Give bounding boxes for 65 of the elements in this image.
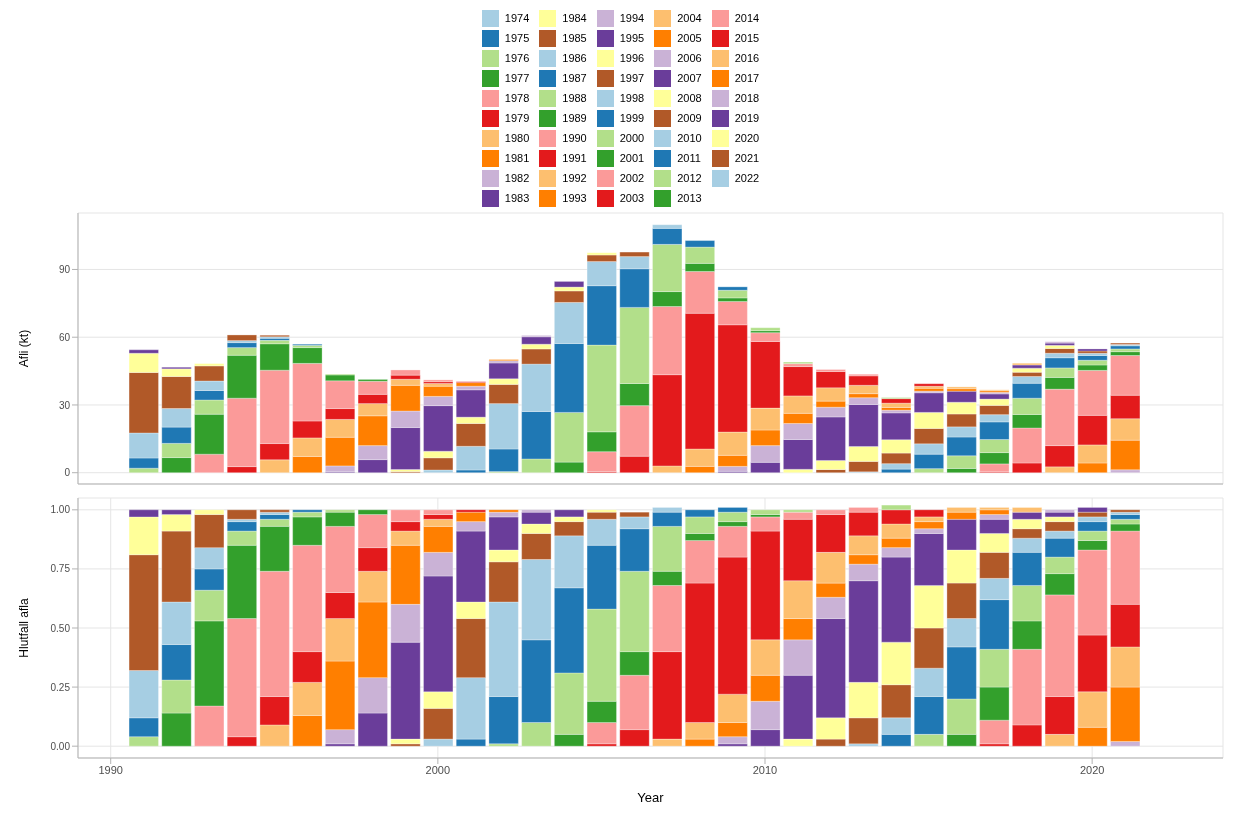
y-axis-title: Afli (kt) [17, 329, 32, 368]
legend-label: 2021 [734, 152, 760, 164]
legend-label: 2014 [734, 12, 760, 24]
legend-label: 1993 [562, 192, 587, 204]
legend-label: 1979 [504, 112, 530, 124]
y-tick-label: 0.25 [50, 681, 71, 693]
legend-label: 2018 [734, 92, 760, 104]
legend-label: 1980 [504, 132, 530, 144]
legend-label: 1981 [504, 152, 530, 164]
legend-label: 1978 [504, 92, 530, 104]
legend-label: 1987 [562, 72, 587, 84]
legend-label: 1997 [619, 72, 645, 84]
legend-label: 2008 [677, 92, 702, 104]
legend-label: 1998 [619, 92, 645, 104]
legend-label: 1991 [562, 152, 587, 164]
legend-label: 1974 [504, 12, 530, 24]
legend-label: 2019 [734, 112, 760, 124]
legend-label: 1994 [619, 12, 645, 24]
legend-label: 2003 [619, 192, 645, 204]
legend-label: 1975 [504, 32, 530, 44]
y-tick-label: 0.50 [50, 622, 71, 634]
legend-label: 2020 [734, 132, 760, 144]
y-tick-label: 1.00 [50, 504, 71, 516]
y-axis-title: Hlutfall afla [17, 598, 32, 658]
legend-label: 1989 [562, 112, 587, 124]
legend-label: 2007 [677, 72, 702, 84]
legend-label: 2013 [677, 192, 702, 204]
x-tick-label: 2010 [752, 763, 778, 776]
legend-label: 1984 [562, 12, 587, 24]
legend-label: 2015 [734, 32, 760, 44]
legend-label: 1982 [504, 172, 530, 184]
x-tick-label: 2020 [1079, 763, 1105, 776]
y-tick-label: 0.00 [50, 740, 71, 752]
legend-label: 1999 [619, 112, 645, 124]
legend-label: 1992 [562, 172, 587, 184]
legend-label: 1977 [504, 72, 530, 84]
x-tick-label: 1990 [98, 763, 123, 776]
legend-label: 2006 [677, 52, 702, 64]
legend-label: 2002 [619, 172, 645, 184]
legend-label: 1990 [562, 132, 587, 144]
legend-label: 2009 [677, 112, 702, 124]
legend-label: 2004 [677, 12, 702, 24]
legend-label: 1985 [562, 32, 587, 44]
y-tick-label: 90 [58, 264, 71, 276]
legend-label: 2001 [619, 152, 645, 164]
legend-label: 1976 [504, 52, 530, 64]
legend-label: 1995 [619, 32, 645, 44]
legend-label: 1986 [562, 52, 587, 64]
y-tick-label: 0.75 [50, 563, 71, 575]
x-tick-label: 2000 [425, 763, 451, 776]
y-tick-label: 30 [58, 399, 71, 411]
x-axis-title: Year [637, 790, 665, 805]
y-tick-label: 0 [64, 467, 71, 479]
legend-label: 1988 [562, 92, 587, 104]
legend-label: 2011 [677, 152, 701, 164]
legend-label: 2012 [677, 172, 702, 184]
legend-label: 2010 [677, 132, 702, 144]
legend-label: 1996 [619, 52, 645, 64]
legend-label: 1983 [504, 192, 530, 204]
legend-label: 2005 [677, 32, 702, 44]
y-tick-label: 60 [58, 331, 71, 343]
legend-label: 2000 [619, 132, 645, 144]
legend-label: 2016 [734, 52, 760, 64]
legend-label: 2017 [734, 72, 760, 84]
legend-label: 2022 [734, 172, 760, 184]
